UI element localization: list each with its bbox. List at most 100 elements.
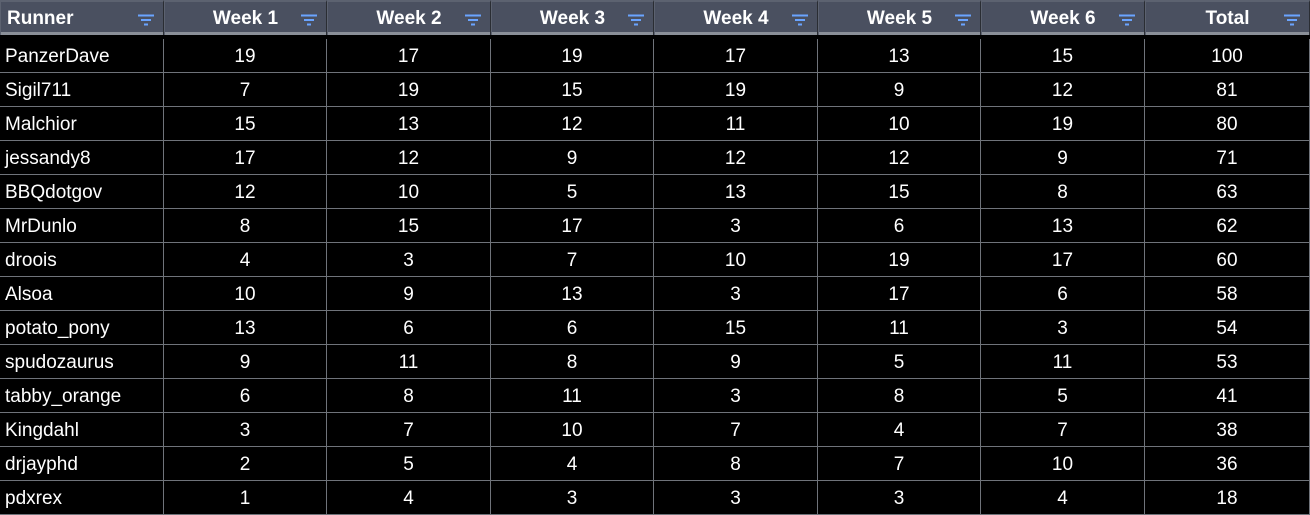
runner-name-cell[interactable]: potato_pony [0,311,164,345]
cell-w3[interactable]: 11 [491,379,654,413]
runner-name-cell[interactable]: PanzerDave [0,39,164,73]
cell-w5[interactable]: 9 [818,73,981,107]
cell-w6[interactable]: 15 [981,39,1145,73]
cell-total[interactable]: 81 [1145,73,1310,107]
cell-total[interactable]: 41 [1145,379,1310,413]
cell-w6[interactable]: 13 [981,209,1145,243]
cell-w3[interactable]: 13 [491,277,654,311]
filter-icon[interactable] [954,13,972,26]
column-header-total[interactable]: Total [1145,0,1310,35]
cell-w2[interactable]: 7 [327,413,491,447]
cell-w2[interactable]: 15 [327,209,491,243]
cell-w5[interactable]: 19 [818,243,981,277]
runner-name-cell[interactable]: droois [0,243,164,277]
cell-w4[interactable]: 13 [654,175,818,209]
cell-total[interactable]: 53 [1145,345,1310,379]
column-header-runner[interactable]: Runner [0,0,164,35]
runner-name-cell[interactable]: spudozaurus [0,345,164,379]
column-header-week-6[interactable]: Week 6 [981,0,1145,35]
cell-w1[interactable]: 4 [164,243,327,277]
cell-w5[interactable]: 6 [818,209,981,243]
cell-total[interactable]: 100 [1145,39,1310,73]
cell-w4[interactable]: 10 [654,243,818,277]
runner-name-cell[interactable]: jessandy8 [0,141,164,175]
cell-w6[interactable]: 10 [981,447,1145,481]
cell-w3[interactable]: 8 [491,345,654,379]
cell-w4[interactable]: 15 [654,311,818,345]
cell-w2[interactable]: 6 [327,311,491,345]
cell-w6[interactable]: 7 [981,413,1145,447]
cell-w5[interactable]: 3 [818,481,981,515]
filter-icon[interactable] [464,13,482,26]
cell-w5[interactable]: 4 [818,413,981,447]
cell-w5[interactable]: 5 [818,345,981,379]
cell-w6[interactable]: 12 [981,73,1145,107]
cell-total[interactable]: 62 [1145,209,1310,243]
cell-w6[interactable]: 9 [981,141,1145,175]
column-header-week-4[interactable]: Week 4 [654,0,818,35]
cell-w1[interactable]: 10 [164,277,327,311]
cell-total[interactable]: 38 [1145,413,1310,447]
cell-w4[interactable]: 7 [654,413,818,447]
cell-w6[interactable]: 19 [981,107,1145,141]
cell-w1[interactable]: 8 [164,209,327,243]
runner-name-cell[interactable]: drjayphd [0,447,164,481]
cell-w3[interactable]: 17 [491,209,654,243]
cell-w1[interactable]: 15 [164,107,327,141]
cell-total[interactable]: 80 [1145,107,1310,141]
cell-total[interactable]: 54 [1145,311,1310,345]
cell-w3[interactable]: 19 [491,39,654,73]
cell-w1[interactable]: 17 [164,141,327,175]
cell-w3[interactable]: 12 [491,107,654,141]
cell-w2[interactable]: 13 [327,107,491,141]
cell-w3[interactable]: 7 [491,243,654,277]
runner-name-cell[interactable]: tabby_orange [0,379,164,413]
cell-w1[interactable]: 2 [164,447,327,481]
cell-w3[interactable]: 9 [491,141,654,175]
cell-w1[interactable]: 1 [164,481,327,515]
cell-w3[interactable]: 4 [491,447,654,481]
runner-name-cell[interactable]: Sigil711 [0,73,164,107]
runner-name-cell[interactable]: Kingdahl [0,413,164,447]
cell-w4[interactable]: 3 [654,209,818,243]
cell-w1[interactable]: 3 [164,413,327,447]
column-header-week-2[interactable]: Week 2 [327,0,491,35]
cell-w6[interactable]: 4 [981,481,1145,515]
cell-w5[interactable]: 7 [818,447,981,481]
filter-icon[interactable] [300,13,318,26]
cell-w5[interactable]: 15 [818,175,981,209]
cell-total[interactable]: 36 [1145,447,1310,481]
cell-w2[interactable]: 11 [327,345,491,379]
cell-w2[interactable]: 17 [327,39,491,73]
cell-w1[interactable]: 13 [164,311,327,345]
cell-total[interactable]: 18 [1145,481,1310,515]
cell-w4[interactable]: 11 [654,107,818,141]
cell-w1[interactable]: 6 [164,379,327,413]
cell-w5[interactable]: 8 [818,379,981,413]
cell-w2[interactable]: 3 [327,243,491,277]
cell-w4[interactable]: 12 [654,141,818,175]
cell-w1[interactable]: 7 [164,73,327,107]
cell-w5[interactable]: 11 [818,311,981,345]
cell-w3[interactable]: 15 [491,73,654,107]
cell-w6[interactable]: 8 [981,175,1145,209]
cell-w3[interactable]: 6 [491,311,654,345]
runner-name-cell[interactable]: BBQdotgov [0,175,164,209]
runner-name-cell[interactable]: Alsoa [0,277,164,311]
cell-total[interactable]: 71 [1145,141,1310,175]
runner-name-cell[interactable]: Malchior [0,107,164,141]
cell-w6[interactable]: 11 [981,345,1145,379]
filter-icon[interactable] [791,13,809,26]
cell-w4[interactable]: 8 [654,447,818,481]
cell-w5[interactable]: 13 [818,39,981,73]
column-header-week-5[interactable]: Week 5 [818,0,981,35]
cell-w5[interactable]: 10 [818,107,981,141]
cell-w2[interactable]: 5 [327,447,491,481]
cell-w2[interactable]: 4 [327,481,491,515]
cell-w4[interactable]: 19 [654,73,818,107]
cell-w4[interactable]: 3 [654,379,818,413]
cell-w6[interactable]: 3 [981,311,1145,345]
cell-w4[interactable]: 3 [654,277,818,311]
filter-icon[interactable] [1283,13,1301,26]
cell-w2[interactable]: 10 [327,175,491,209]
